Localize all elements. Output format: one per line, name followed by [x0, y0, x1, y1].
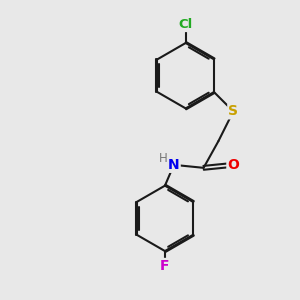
Text: O: O — [227, 158, 239, 172]
Text: F: F — [160, 259, 170, 273]
Text: N: N — [168, 158, 180, 172]
Text: Cl: Cl — [178, 18, 193, 31]
Text: S: S — [228, 104, 238, 118]
Text: H: H — [159, 152, 168, 165]
